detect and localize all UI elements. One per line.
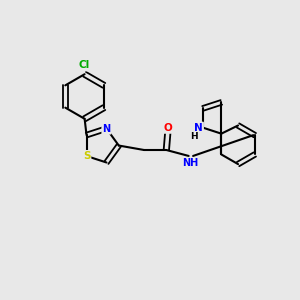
Text: Cl: Cl (79, 60, 90, 70)
Text: S: S (83, 151, 90, 161)
Text: NH: NH (182, 158, 198, 168)
Text: N: N (102, 124, 110, 134)
Text: H: H (190, 132, 198, 141)
Text: O: O (164, 123, 172, 133)
Text: N: N (194, 123, 203, 133)
